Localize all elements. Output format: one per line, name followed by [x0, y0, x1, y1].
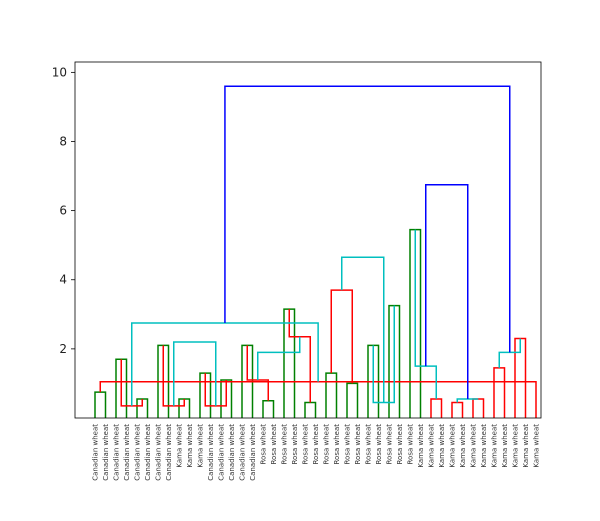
dendrogram-link [224, 85, 511, 353]
leaf-label: Canadian wheat [218, 424, 226, 481]
leaf-label: Rosa wheat [333, 424, 341, 465]
leaf-label: Kama wheat [438, 424, 446, 468]
leaf-label: Kama wheat [522, 424, 530, 468]
leaf-label: Kama wheat [512, 424, 520, 468]
leaf-label: Canadian wheat [165, 424, 173, 481]
leaf-label: Kama wheat [491, 424, 499, 468]
leaf-label: Rosa wheat [270, 424, 278, 465]
leaf-label: Kama wheat [176, 424, 184, 468]
leaf-label: Canadian wheat [144, 424, 152, 481]
leaf-label: Rosa wheat [291, 424, 299, 465]
leaf-label: Kama wheat [501, 424, 509, 468]
leaf-label: Rosa wheat [281, 424, 289, 465]
leaf-label: Rosa wheat [354, 424, 362, 465]
dendrogram-link [341, 256, 385, 403]
y-tick-label: 8 [59, 134, 67, 148]
leaf-label: Rosa wheat [302, 424, 310, 465]
leaf-label: Rosa wheat [323, 424, 331, 465]
y-tick-label: 6 [59, 204, 67, 218]
leaf-label: Canadian wheat [249, 424, 257, 481]
leaf-label: Kama wheat [459, 424, 467, 468]
leaf-label: Kama wheat [470, 424, 478, 468]
leaf-label: Canadian wheat [134, 424, 142, 481]
leaf-label: Rosa wheat [375, 424, 383, 465]
leaf-label: Canadian wheat [113, 424, 121, 481]
dendrogram-link [257, 336, 301, 380]
x-axis-leaf-labels: Canadian wheat Canadian wheat Canadian whe… [92, 424, 541, 481]
leaf-label: Rosa wheat [260, 424, 268, 465]
leaf-label: Canadian wheat [102, 424, 110, 481]
leaf-label: Kama wheat [197, 424, 205, 468]
dendrogram-link [456, 398, 479, 403]
leaf-label: Canadian wheat [123, 424, 131, 481]
leaf-label: Rosa wheat [396, 424, 404, 465]
leaf-label: Kama wheat [449, 424, 457, 468]
y-tick-label: 10 [52, 65, 67, 79]
dendrogram-link [425, 183, 469, 399]
leaf-label: Kama wheat [417, 424, 425, 468]
y-tick-label: 2 [59, 342, 67, 356]
leaf-label: Rosa wheat [407, 424, 415, 465]
y-tick-label: 4 [59, 273, 67, 287]
leaf-label: Canadian wheat [239, 424, 247, 481]
leaf-label: Rosa wheat [344, 424, 352, 465]
leaf-label: Canadian wheat [207, 424, 215, 481]
leaf-label: Rosa wheat [386, 424, 394, 465]
leaf-label: Canadian wheat [155, 424, 163, 481]
leaf-label: Canadian wheat [92, 424, 100, 481]
leaf-label: Kama wheat [428, 424, 436, 468]
plot-frame [74, 61, 542, 419]
leaf-label: Kama wheat [186, 424, 194, 468]
links-layer [94, 85, 537, 418]
leaf-label: Canadian wheat [228, 424, 236, 481]
leaf-label: Kama wheat [480, 424, 488, 468]
leaf-label: Rosa wheat [312, 424, 320, 465]
y-axis: 2 4 6 8 10 [52, 65, 75, 356]
dendrogram-link [173, 341, 217, 406]
leaf-label: Rosa wheat [365, 424, 373, 465]
leaf-label: Kama wheat [533, 424, 541, 468]
